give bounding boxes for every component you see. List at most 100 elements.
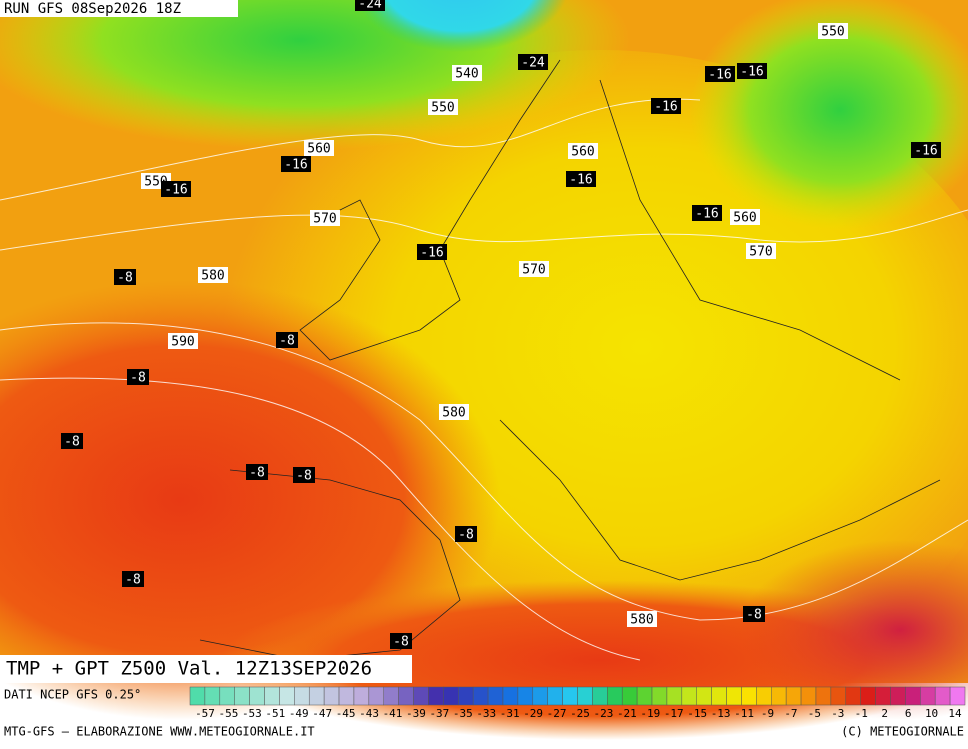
height-label: 570 bbox=[749, 245, 772, 260]
temp-label-box bbox=[390, 633, 412, 649]
temp-label-box bbox=[276, 332, 298, 348]
colorbar-swatch bbox=[741, 686, 757, 706]
footer-right: (C) METEOGIORNALE bbox=[841, 725, 964, 739]
colorbar-swatch bbox=[204, 686, 221, 706]
colorbar-label: -13 bbox=[711, 707, 731, 720]
height-label-box bbox=[746, 243, 776, 259]
colorbar-swatch bbox=[845, 686, 861, 706]
colorbar-swatch bbox=[279, 686, 295, 706]
temp-label: -16 bbox=[569, 173, 592, 188]
colorbar-label: -21 bbox=[617, 707, 637, 720]
colorbar-label: -1 bbox=[855, 707, 868, 720]
temp-label-box bbox=[122, 571, 144, 587]
height-label-box bbox=[304, 140, 334, 156]
colorbar-swatch bbox=[189, 686, 206, 706]
height-label-box bbox=[310, 210, 340, 226]
temp-label-box bbox=[737, 63, 767, 79]
temp-label: -16 bbox=[164, 183, 187, 198]
temp-label-box bbox=[911, 142, 941, 158]
temp-label-box bbox=[127, 369, 149, 385]
height-label-box bbox=[568, 143, 598, 159]
height-label: 560 bbox=[571, 145, 594, 160]
colorbar-label: 14 bbox=[948, 707, 962, 720]
colorbar-label: 10 bbox=[925, 707, 938, 720]
colorbar-label: 2 bbox=[881, 707, 888, 720]
temp-label: -16 bbox=[420, 246, 443, 261]
colorbar-swatch bbox=[323, 686, 340, 706]
title-box bbox=[0, 655, 412, 683]
colorbar-label: -37 bbox=[429, 707, 449, 720]
height-label: 570 bbox=[522, 263, 545, 278]
temp-label-box bbox=[114, 269, 136, 285]
colorbar-swatch bbox=[294, 686, 310, 706]
header-box bbox=[0, 0, 238, 17]
temp-label: -16 bbox=[914, 144, 937, 159]
height-label: 550 bbox=[431, 101, 454, 116]
colorbar-label: -3 bbox=[831, 707, 844, 720]
temp-label: -16 bbox=[740, 65, 763, 80]
temp-label: -8 bbox=[125, 573, 141, 588]
colorbar-label: -9 bbox=[761, 707, 774, 720]
colorbar-label: 6 bbox=[905, 707, 912, 720]
temp-label: -8 bbox=[296, 469, 312, 484]
colorbar-swatch bbox=[830, 686, 847, 706]
temp-label-box bbox=[651, 98, 681, 114]
colorbar-swatch bbox=[398, 686, 414, 706]
colorbar-swatch bbox=[458, 686, 474, 706]
temp-label: -8 bbox=[279, 334, 295, 349]
colorbar-swatch bbox=[636, 686, 653, 706]
colorbar-swatch bbox=[934, 686, 951, 706]
colorbar-swatch bbox=[308, 686, 325, 706]
colorbar-swatch bbox=[383, 686, 399, 706]
colorbar-swatch bbox=[428, 686, 444, 706]
colorbar-swatch bbox=[651, 686, 668, 706]
colorbar-label: -15 bbox=[687, 707, 707, 720]
colorbar-swatch bbox=[502, 686, 519, 706]
temp-label: -8 bbox=[458, 528, 474, 543]
colorbar-swatch bbox=[756, 686, 772, 706]
temp-label-box bbox=[293, 467, 315, 483]
colorbar-swatch bbox=[905, 686, 921, 706]
temp-label: -8 bbox=[117, 271, 133, 286]
colorbar-swatch bbox=[890, 686, 906, 706]
colorbar-swatch bbox=[532, 686, 548, 706]
height-label-box bbox=[730, 209, 760, 225]
colorbar-swatch bbox=[413, 686, 429, 706]
height-label: 580 bbox=[201, 269, 224, 284]
temp-label: -8 bbox=[130, 371, 146, 386]
colorbar-swatch bbox=[547, 686, 563, 706]
temp-label-box bbox=[692, 205, 722, 221]
colorbar-label: -11 bbox=[734, 707, 754, 720]
colorbar-label: -51 bbox=[265, 707, 285, 720]
map-title: TMP + GPT Z500 Val. 12Z13SEP2026 bbox=[6, 658, 372, 680]
temp-label: -16 bbox=[654, 100, 677, 115]
colorbar-swatch bbox=[785, 686, 802, 706]
temp-label-box bbox=[518, 54, 548, 70]
footer-left: MTG-GFS — ELABORAZIONE WWW.METEOGIORNALE… bbox=[4, 725, 315, 739]
colorbar-label: -55 bbox=[219, 707, 239, 720]
header-run: RUN GFS 08Sep2026 18Z bbox=[4, 1, 181, 17]
colorbar-swatch bbox=[219, 686, 235, 706]
colorbar-label: -43 bbox=[359, 707, 379, 720]
height-label-box bbox=[627, 611, 657, 627]
colorbar-label: -7 bbox=[784, 707, 797, 720]
colorbar-swatch bbox=[264, 686, 280, 706]
temp-label-box bbox=[705, 66, 735, 82]
temp-label-box bbox=[566, 171, 596, 187]
temp-label-box bbox=[355, 0, 385, 11]
height-label: 570 bbox=[313, 212, 336, 227]
colorbar-swatch bbox=[562, 686, 578, 706]
colorbar-swatch bbox=[860, 686, 876, 706]
colorbar-swatch bbox=[711, 686, 727, 706]
colorbar-label: -23 bbox=[594, 707, 614, 720]
colorbar-swatch bbox=[517, 686, 534, 706]
temp-label: -16 bbox=[708, 68, 731, 83]
colorbar-swatch bbox=[353, 686, 370, 706]
colorbar-label: -19 bbox=[640, 707, 660, 720]
colorbar-swatch bbox=[592, 686, 608, 706]
colorbar-swatch bbox=[681, 686, 697, 706]
colorbar-swatch bbox=[234, 686, 250, 706]
colorbar-swatch bbox=[875, 686, 891, 706]
